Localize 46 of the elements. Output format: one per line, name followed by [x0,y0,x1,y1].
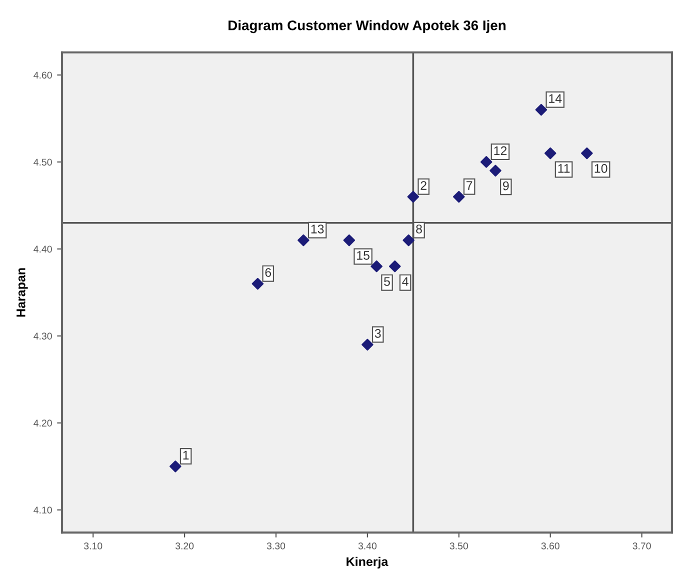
point [298,234,310,246]
point [453,190,465,203]
y-tick-label: 4.60 [34,72,52,79]
y-tick-label: 4.20 [34,420,52,427]
x-tick-label: 3.50 [450,542,468,550]
annotation: 3 [374,328,381,338]
annotation: 13 [311,224,324,234]
annotation: 12 [494,146,507,156]
x-tick-label: 3.10 [84,542,102,550]
annotation: 9 [503,181,509,190]
point [480,156,492,168]
x-axis-title: Kinerja [346,556,388,569]
annotation: 5 [384,277,390,286]
point [343,234,356,246]
point [388,260,401,272]
y-tick-label: 4.30 [34,332,52,340]
y-tick-label: 4.10 [34,506,52,514]
point [402,234,414,246]
point [370,260,382,272]
point [535,104,548,116]
y-tick-label: 4.50 [34,158,52,166]
annotation: 8 [416,224,422,234]
x-tick-label: 3.60 [541,542,560,550]
annotation: 2 [420,181,426,190]
annotation: 14 [549,94,562,103]
x-tick-label: 3.30 [266,542,286,550]
point [581,147,593,160]
annotation: 4 [402,277,408,286]
x-tick-label: 3.40 [358,542,377,550]
annotation: 10 [594,164,608,173]
point [544,147,556,160]
point [490,164,502,177]
point [407,190,420,203]
y-axis-title: Harapan [16,268,28,317]
x-tick-label: 3.70 [632,542,651,550]
annotation: 11 [558,164,570,173]
annotation: 15 [357,251,370,260]
chart-title: Diagram Customer Window Apotek 36 Ijen [228,20,506,34]
annotation: 6 [265,268,272,277]
y-tick-label: 4.40 [34,246,52,253]
point [170,460,182,472]
annotation: 1 [183,450,189,460]
x-tick-label: 3.20 [175,542,194,550]
point [252,278,264,290]
point [362,338,374,351]
annotation: 7 [466,181,472,190]
